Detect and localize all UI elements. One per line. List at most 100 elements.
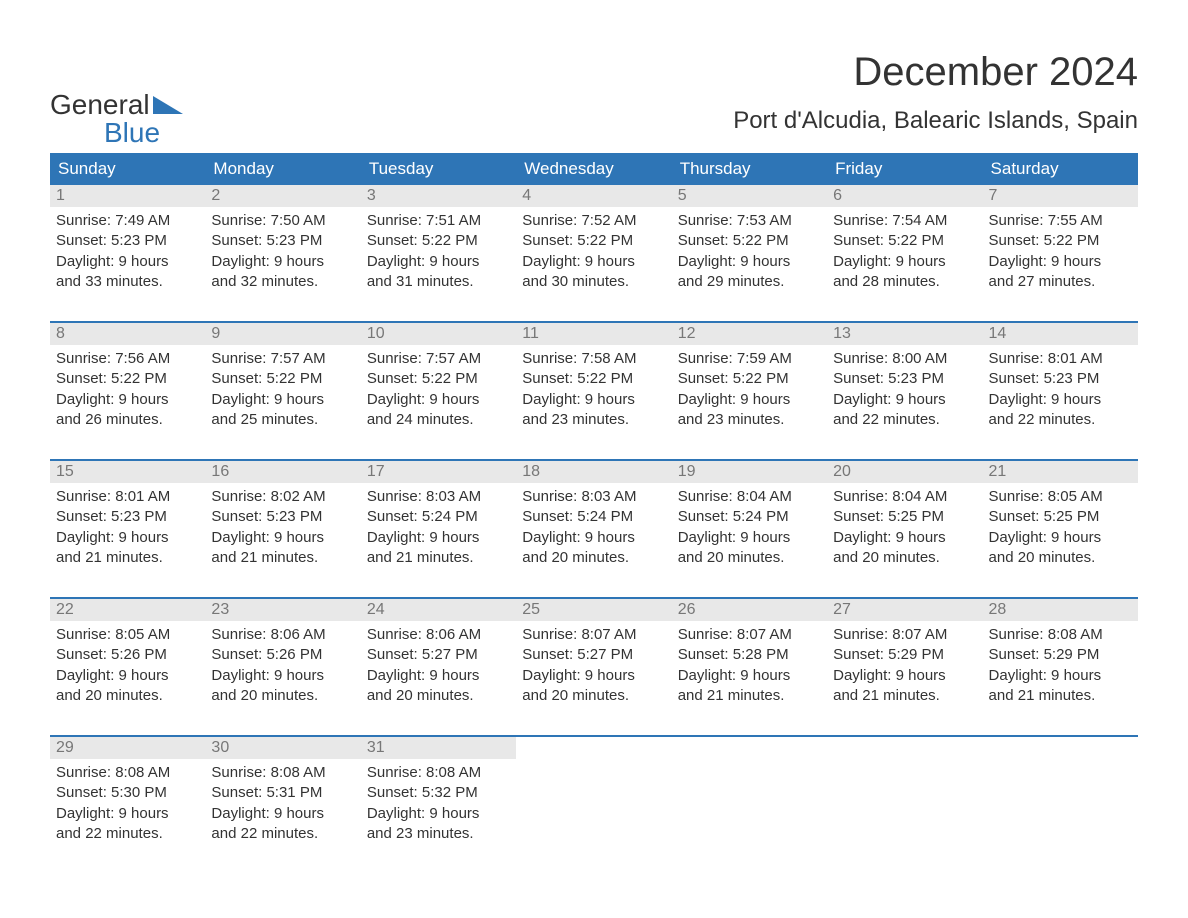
day-body: Sunrise: 8:07 AMSunset: 5:27 PMDaylight:…	[516, 621, 671, 710]
day-number: 15	[50, 461, 205, 483]
day-sunrise: Sunrise: 7:59 AM	[678, 349, 821, 369]
day-cell: 21Sunrise: 8:05 AMSunset: 5:25 PMDayligh…	[983, 461, 1138, 581]
day-body: Sunrise: 8:03 AMSunset: 5:24 PMDaylight:…	[516, 483, 671, 572]
day-sunset: Sunset: 5:28 PM	[678, 645, 821, 665]
month-title: December 2024	[733, 50, 1138, 95]
day-d2: and 20 minutes.	[522, 686, 665, 706]
day-cell: 14Sunrise: 8:01 AMSunset: 5:23 PMDayligh…	[983, 323, 1138, 443]
day-cell: 28Sunrise: 8:08 AMSunset: 5:29 PMDayligh…	[983, 599, 1138, 719]
day-sunset: Sunset: 5:31 PM	[211, 783, 354, 803]
day-body: Sunrise: 8:01 AMSunset: 5:23 PMDaylight:…	[983, 345, 1138, 434]
day-number: 5	[672, 185, 827, 207]
day-body: Sunrise: 8:06 AMSunset: 5:26 PMDaylight:…	[205, 621, 360, 710]
day-number: 1	[50, 185, 205, 207]
day-sunrise: Sunrise: 7:57 AM	[367, 349, 510, 369]
day-sunset: Sunset: 5:23 PM	[989, 369, 1132, 389]
day-sunset: Sunset: 5:22 PM	[678, 231, 821, 251]
day-sunrise: Sunrise: 7:56 AM	[56, 349, 199, 369]
day-cell: 22Sunrise: 8:05 AMSunset: 5:26 PMDayligh…	[50, 599, 205, 719]
weeks-container: 1Sunrise: 7:49 AMSunset: 5:23 PMDaylight…	[50, 185, 1138, 857]
day-number: 7	[983, 185, 1138, 207]
day-cell: 17Sunrise: 8:03 AMSunset: 5:24 PMDayligh…	[361, 461, 516, 581]
day-body: Sunrise: 8:01 AMSunset: 5:23 PMDaylight:…	[50, 483, 205, 572]
day-body: Sunrise: 7:54 AMSunset: 5:22 PMDaylight:…	[827, 207, 982, 296]
day-sunrise: Sunrise: 8:01 AM	[989, 349, 1132, 369]
day-cell: 18Sunrise: 8:03 AMSunset: 5:24 PMDayligh…	[516, 461, 671, 581]
day-sunrise: Sunrise: 8:02 AM	[211, 487, 354, 507]
day-cell: 15Sunrise: 8:01 AMSunset: 5:23 PMDayligh…	[50, 461, 205, 581]
day-sunset: Sunset: 5:23 PM	[56, 231, 199, 251]
day-sunrise: Sunrise: 8:07 AM	[678, 625, 821, 645]
day-d1: Daylight: 9 hours	[522, 528, 665, 548]
day-sunset: Sunset: 5:22 PM	[56, 369, 199, 389]
day-body: Sunrise: 7:52 AMSunset: 5:22 PMDaylight:…	[516, 207, 671, 296]
day-sunrise: Sunrise: 8:00 AM	[833, 349, 976, 369]
day-d1: Daylight: 9 hours	[833, 528, 976, 548]
day-number: 18	[516, 461, 671, 483]
day-number: 17	[361, 461, 516, 483]
day-number: 28	[983, 599, 1138, 621]
day-sunset: Sunset: 5:22 PM	[522, 231, 665, 251]
day-sunrise: Sunrise: 7:55 AM	[989, 211, 1132, 231]
day-d1: Daylight: 9 hours	[56, 666, 199, 686]
day-sunset: Sunset: 5:29 PM	[989, 645, 1132, 665]
day-sunset: Sunset: 5:25 PM	[989, 507, 1132, 527]
day-sunrise: Sunrise: 8:08 AM	[211, 763, 354, 783]
week-row: 1Sunrise: 7:49 AMSunset: 5:23 PMDaylight…	[50, 185, 1138, 305]
day-number: 9	[205, 323, 360, 345]
day-d1: Daylight: 9 hours	[211, 804, 354, 824]
day-cell: 31Sunrise: 8:08 AMSunset: 5:32 PMDayligh…	[361, 737, 516, 857]
dow-friday: Friday	[827, 153, 982, 185]
day-d1: Daylight: 9 hours	[522, 390, 665, 410]
day-number: 22	[50, 599, 205, 621]
day-body: Sunrise: 8:08 AMSunset: 5:30 PMDaylight:…	[50, 759, 205, 848]
day-d2: and 32 minutes.	[211, 272, 354, 292]
day-sunset: Sunset: 5:23 PM	[833, 369, 976, 389]
day-sunset: Sunset: 5:23 PM	[211, 507, 354, 527]
day-sunrise: Sunrise: 8:07 AM	[833, 625, 976, 645]
day-cell: 6Sunrise: 7:54 AMSunset: 5:22 PMDaylight…	[827, 185, 982, 305]
day-cell: 5Sunrise: 7:53 AMSunset: 5:22 PMDaylight…	[672, 185, 827, 305]
day-d1: Daylight: 9 hours	[833, 252, 976, 272]
day-number: 26	[672, 599, 827, 621]
day-body: Sunrise: 7:49 AMSunset: 5:23 PMDaylight:…	[50, 207, 205, 296]
week-row: 15Sunrise: 8:01 AMSunset: 5:23 PMDayligh…	[50, 459, 1138, 581]
day-body: Sunrise: 7:57 AMSunset: 5:22 PMDaylight:…	[205, 345, 360, 434]
day-cell: 2Sunrise: 7:50 AMSunset: 5:23 PMDaylight…	[205, 185, 360, 305]
day-d1: Daylight: 9 hours	[367, 528, 510, 548]
day-cell: 24Sunrise: 8:06 AMSunset: 5:27 PMDayligh…	[361, 599, 516, 719]
day-sunset: Sunset: 5:24 PM	[367, 507, 510, 527]
day-body: Sunrise: 8:07 AMSunset: 5:29 PMDaylight:…	[827, 621, 982, 710]
day-cell: 30Sunrise: 8:08 AMSunset: 5:31 PMDayligh…	[205, 737, 360, 857]
day-d1: Daylight: 9 hours	[678, 666, 821, 686]
day-body: Sunrise: 7:50 AMSunset: 5:23 PMDaylight:…	[205, 207, 360, 296]
day-number: 2	[205, 185, 360, 207]
day-number: 10	[361, 323, 516, 345]
day-cell: 23Sunrise: 8:06 AMSunset: 5:26 PMDayligh…	[205, 599, 360, 719]
day-sunrise: Sunrise: 7:53 AM	[678, 211, 821, 231]
day-sunrise: Sunrise: 7:58 AM	[522, 349, 665, 369]
day-sunset: Sunset: 5:29 PM	[833, 645, 976, 665]
day-cell	[827, 737, 982, 857]
day-number: 21	[983, 461, 1138, 483]
day-d2: and 22 minutes.	[833, 410, 976, 430]
day-cell: 7Sunrise: 7:55 AMSunset: 5:22 PMDaylight…	[983, 185, 1138, 305]
day-sunset: Sunset: 5:22 PM	[989, 231, 1132, 251]
day-d2: and 26 minutes.	[56, 410, 199, 430]
dow-sunday: Sunday	[50, 153, 205, 185]
dow-thursday: Thursday	[672, 153, 827, 185]
day-body: Sunrise: 8:07 AMSunset: 5:28 PMDaylight:…	[672, 621, 827, 710]
day-d2: and 22 minutes.	[989, 410, 1132, 430]
day-d2: and 22 minutes.	[56, 824, 199, 844]
day-number: 24	[361, 599, 516, 621]
day-cell: 19Sunrise: 8:04 AMSunset: 5:24 PMDayligh…	[672, 461, 827, 581]
day-d2: and 29 minutes.	[678, 272, 821, 292]
day-sunset: Sunset: 5:27 PM	[367, 645, 510, 665]
day-body: Sunrise: 7:51 AMSunset: 5:22 PMDaylight:…	[361, 207, 516, 296]
day-sunrise: Sunrise: 8:03 AM	[522, 487, 665, 507]
day-d2: and 21 minutes.	[367, 548, 510, 568]
day-cell: 12Sunrise: 7:59 AMSunset: 5:22 PMDayligh…	[672, 323, 827, 443]
day-sunrise: Sunrise: 8:05 AM	[989, 487, 1132, 507]
day-d2: and 23 minutes.	[367, 824, 510, 844]
day-number: 16	[205, 461, 360, 483]
